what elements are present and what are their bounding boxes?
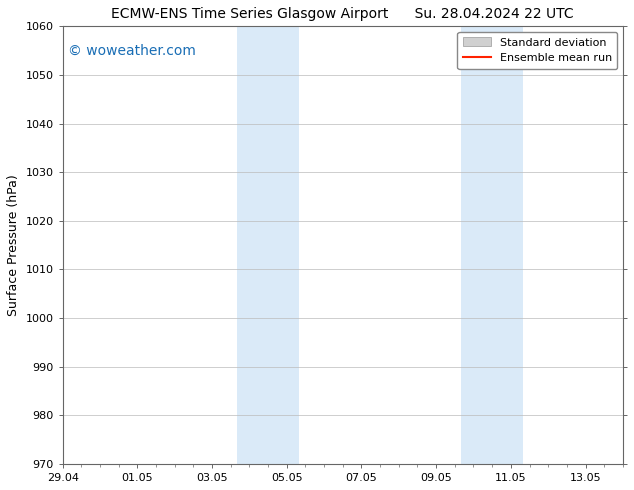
Text: © woweather.com: © woweather.com: [68, 44, 196, 58]
Bar: [461, 26, 523, 464]
Bar: [237, 26, 299, 464]
Title: ECMW-ENS Time Series Glasgow Airport      Su. 28.04.2024 22 UTC: ECMW-ENS Time Series Glasgow Airport Su.…: [112, 7, 574, 21]
Y-axis label: Surface Pressure (hPa): Surface Pressure (hPa): [7, 174, 20, 316]
Legend: Standard deviation, Ensemble mean run: Standard deviation, Ensemble mean run: [457, 32, 618, 69]
